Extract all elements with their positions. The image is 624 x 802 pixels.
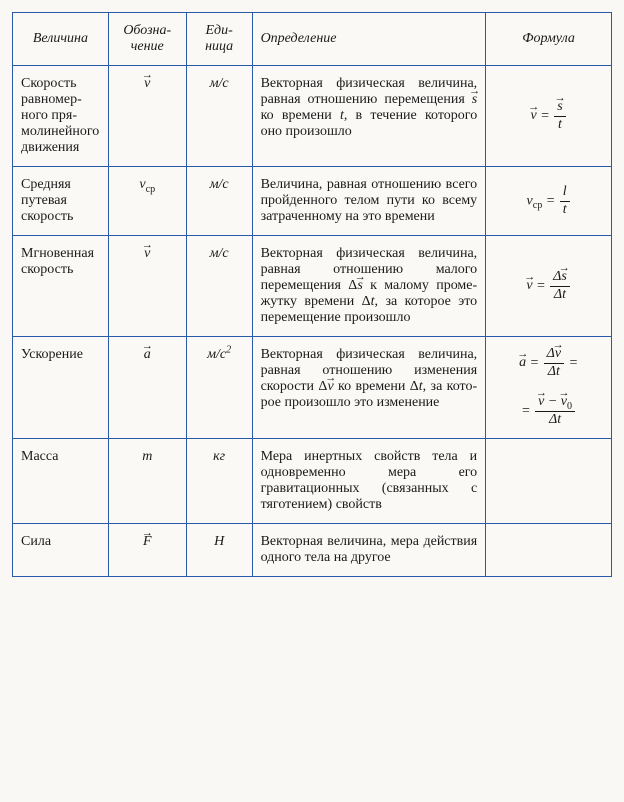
cell-opred: Векторная физическая ве­личина, равная о…: [252, 337, 486, 439]
cell-opred: Мера инертных свойств тела и одновременн…: [252, 438, 486, 523]
cell-obozn: m: [108, 438, 186, 523]
cell-opred: Векторная величина, мера действия одного…: [252, 523, 486, 576]
cell-opred: Векторная физическая ве­личина, равная о…: [252, 66, 486, 167]
cell-ed: м/с: [186, 167, 252, 236]
table-header-row: Величина Обозна­чение Еди­ница Определен…: [13, 13, 612, 66]
header-obozn: Обозна­чение: [108, 13, 186, 66]
cell-formula: a = ΔvΔt == v − v0Δt: [486, 337, 612, 439]
cell-ed: Н: [186, 523, 252, 576]
cell-opred: Векторная физическая ве­личина, равная о…: [252, 236, 486, 337]
cell-velichina: Скорость равномер­ного пря­молиней­ного …: [13, 66, 109, 167]
table-row: СилаFНВекторная величина, мера действия …: [13, 523, 612, 576]
cell-obozn: F: [108, 523, 186, 576]
cell-formula: [486, 523, 612, 576]
table-row: МассаmкгМера инертных свойств тела и одн…: [13, 438, 612, 523]
cell-obozn: vср: [108, 167, 186, 236]
cell-ed: м/с2: [186, 337, 252, 439]
cell-ed: м/с: [186, 236, 252, 337]
cell-obozn: v: [108, 236, 186, 337]
cell-ed: кг: [186, 438, 252, 523]
header-velichina: Величина: [13, 13, 109, 66]
header-ed: Еди­ница: [186, 13, 252, 66]
cell-ed: м/с: [186, 66, 252, 167]
table-row: Средняя путевая скоростьvсрм/сВеличина, …: [13, 167, 612, 236]
cell-opred: Величина, равная отноше­нию всего пройде…: [252, 167, 486, 236]
physics-quantities-table: Величина Обозна­чение Еди­ница Определен…: [12, 12, 612, 577]
header-formula: Формула: [486, 13, 612, 66]
cell-velichina: Масса: [13, 438, 109, 523]
cell-velichina: Мгновен­ная скорость: [13, 236, 109, 337]
cell-obozn: a: [108, 337, 186, 439]
table-body: Скорость равномер­ного пря­молиней­ного …: [13, 66, 612, 577]
cell-formula: v = st: [486, 66, 612, 167]
table-row: Ускоре­ниеaм/с2Векторная физическая ве­л…: [13, 337, 612, 439]
cell-velichina: Средняя путевая скорость: [13, 167, 109, 236]
cell-formula: v = ΔsΔt: [486, 236, 612, 337]
cell-formula: [486, 438, 612, 523]
cell-obozn: v: [108, 66, 186, 167]
cell-velichina: Ускоре­ние: [13, 337, 109, 439]
table-row: Мгновен­ная скоростьvм/сВекторная физиче…: [13, 236, 612, 337]
cell-formula: vср = lt: [486, 167, 612, 236]
table-row: Скорость равномер­ного пря­молиней­ного …: [13, 66, 612, 167]
header-opred: Определение: [252, 13, 486, 66]
cell-velichina: Сила: [13, 523, 109, 576]
